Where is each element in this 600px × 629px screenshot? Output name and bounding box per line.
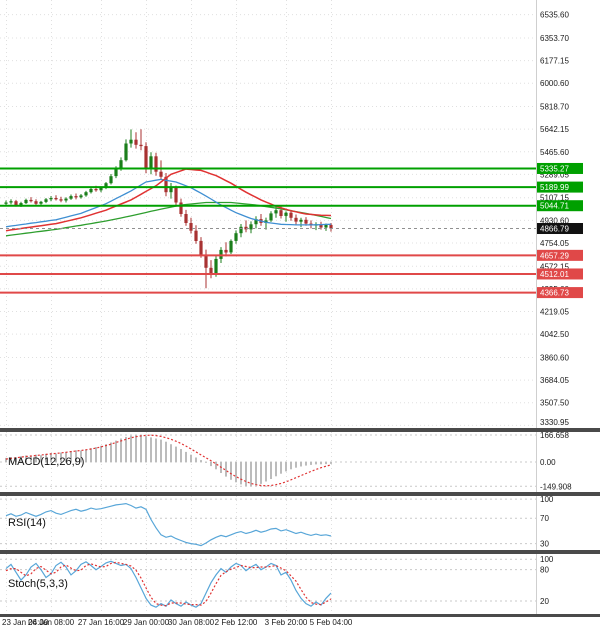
price-level-badge <box>537 200 583 212</box>
candlestick-chart-canvas[interactable]: 6535.60 6353.70 6177.15 6000.60 5818.70 5642.… <box>0 0 600 428</box>
price-axis-label: 6535.60 <box>540 11 569 20</box>
price-axis-label: 3684.05 <box>540 376 569 385</box>
price-level-badge-text: 5335.27 <box>540 164 569 173</box>
stoch-d-line <box>5 561 332 607</box>
price-level-badge-text: 4512.01 <box>540 270 569 279</box>
indicator-level-label: 0.00 <box>540 458 556 467</box>
price-axis-label: 5642.15 <box>540 125 569 134</box>
price-level-badge <box>537 249 583 261</box>
price-level-badge <box>537 287 583 299</box>
time-axis-label: 5 Feb 04:00 <box>309 618 353 627</box>
indicator-level-label: 20 <box>540 597 549 606</box>
time-axis-label: 3 Feb 20:00 <box>264 618 308 627</box>
price-axis-label: 6000.60 <box>540 79 569 88</box>
panel-separator[interactable] <box>0 428 600 432</box>
main-chart-panel[interactable]: 6535.60 6353.70 6177.15 6000.60 5818.70 5642.… <box>0 0 600 428</box>
price-axis-label: 3507.50 <box>540 399 569 408</box>
price-axis-label: 4930.60 <box>540 216 569 225</box>
price-axis-label: 5465.60 <box>540 148 569 157</box>
ma-mid-line <box>5 178 332 228</box>
price-axis-label: 3330.95 <box>540 418 569 427</box>
panel-separator[interactable] <box>0 550 600 554</box>
macd-signal-line <box>5 434 332 487</box>
time-axis[interactable]: 23 Jan 04:00 26 Jan 08:00 27 Jan 16:00 29 J… <box>0 617 600 629</box>
stoch-panel[interactable]: 100 80 20 Stoch(5,3,3) <box>0 554 600 614</box>
price-axis-label: 6353.70 <box>540 34 569 43</box>
rsi-canvas[interactable]: 100 70 30 <box>0 496 600 550</box>
macd-panel[interactable]: 166.658 0.00 -149.908 MACD(12,26,9) <box>0 432 600 492</box>
stoch-canvas[interactable]: 100 80 20 <box>0 554 600 614</box>
indicator-level-label: 30 <box>540 540 549 549</box>
indicator-level-label: 80 <box>540 566 549 575</box>
price-level-badge <box>537 268 583 280</box>
price-axis-label: 5107.15 <box>540 194 569 203</box>
price-axis-label: 6177.15 <box>540 57 569 66</box>
price-level-badge-text: 4657.29 <box>540 251 569 260</box>
price-level-badge <box>537 181 583 193</box>
rsi-panel[interactable]: 100 70 30 RSI(14) <box>0 496 600 550</box>
time-axis-label: 27 Jan 16:00 <box>77 618 125 627</box>
indicator-level-label: 166.658 <box>540 432 569 440</box>
price-axis-label: 5289.05 <box>540 170 569 179</box>
price-axis-label: 5818.70 <box>540 103 569 112</box>
ma-fast-line <box>5 168 332 232</box>
current-price-badge-text: 4866.79 <box>540 225 569 234</box>
indicator-level-label: 70 <box>540 514 549 523</box>
current-price-badge <box>537 223 583 235</box>
price-axis-label: 4572.15 <box>540 262 569 271</box>
panel-separator[interactable] <box>0 492 600 496</box>
price-axis-label: 3860.60 <box>540 353 569 362</box>
macd-canvas[interactable]: 166.658 0.00 -149.908 <box>0 432 600 492</box>
macd-histogram <box>5 435 332 487</box>
price-axis-label: 4219.05 <box>540 308 569 317</box>
price-level-badge-text: 5044.71 <box>540 202 569 211</box>
time-axis-label: 23 Jan 04:00 <box>2 618 49 627</box>
time-axis-label: 2 Feb 12:00 <box>214 618 258 627</box>
time-axis-label: 26 Jan 08:00 <box>27 618 75 627</box>
rsi-line <box>5 502 332 547</box>
panel-separator[interactable] <box>0 614 600 617</box>
indicator-level-label: 100 <box>540 555 554 564</box>
stoch-k-line <box>5 560 332 608</box>
time-axis-label: 29 Jan 00:00 <box>122 618 170 627</box>
price-level-badge-text: 4366.73 <box>540 289 569 298</box>
indicator-level-label: 100 <box>540 496 554 504</box>
price-axis-label: 4042.50 <box>540 330 569 339</box>
indicator-level-label: -149.908 <box>540 482 572 491</box>
time-axis-label: 30 Jan 08:00 <box>167 618 215 627</box>
price-axis-label: 4754.05 <box>540 239 569 248</box>
price-level-badge-text: 5189.99 <box>540 183 569 192</box>
price-level-badge <box>537 162 583 174</box>
